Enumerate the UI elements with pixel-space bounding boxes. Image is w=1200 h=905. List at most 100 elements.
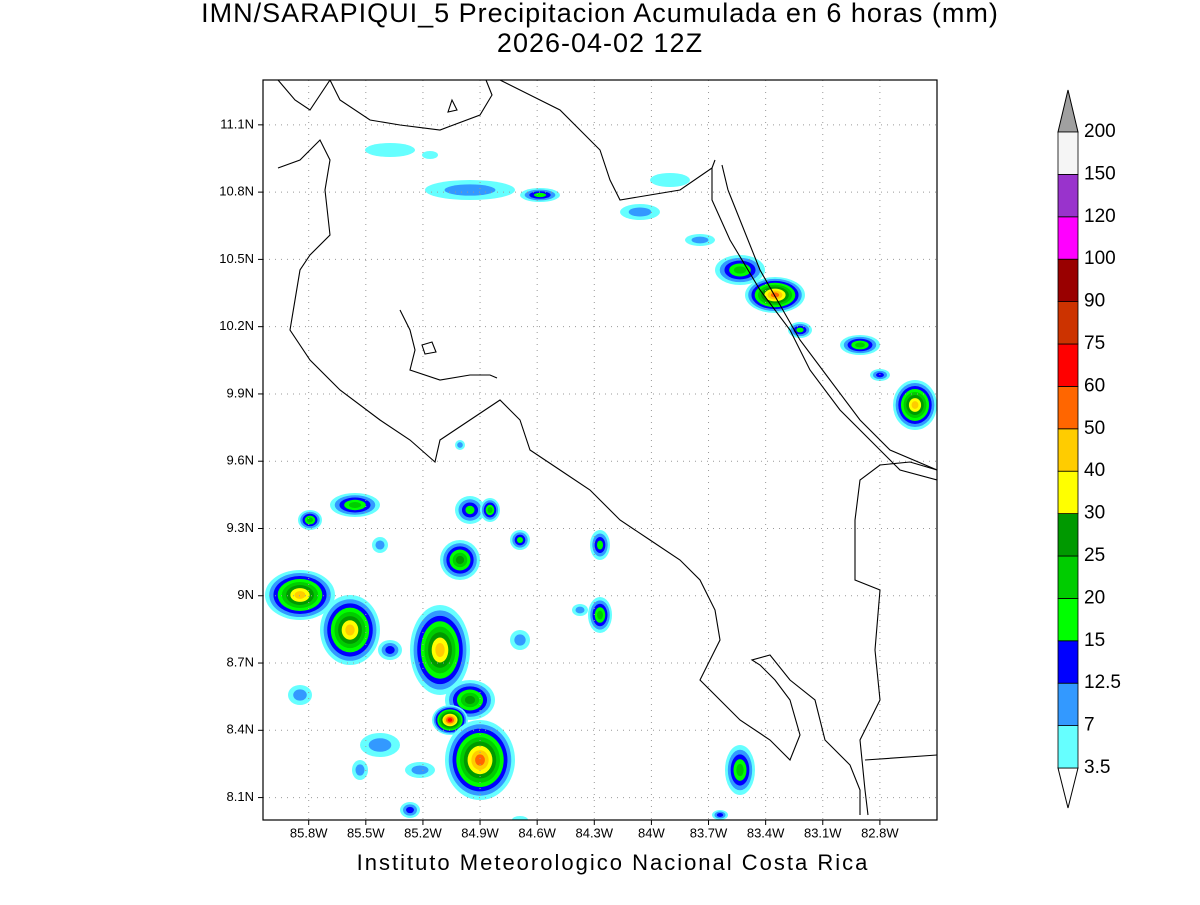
- coastlines: [277, 80, 937, 816]
- lon-tick-label: 85.8W: [290, 825, 328, 840]
- precip-area: [533, 192, 547, 198]
- precip-area: [444, 184, 496, 196]
- border: [727, 189, 937, 471]
- precip-area: [368, 738, 392, 752]
- precip-area: [447, 718, 453, 722]
- colorbar-label: 90: [1084, 291, 1105, 312]
- colorbar-label: 50: [1084, 418, 1105, 439]
- lat-tick-label: 9.6N: [227, 453, 254, 468]
- colorbar-label: 200: [1084, 121, 1116, 142]
- lat-tick-label: 11.1N: [220, 116, 254, 131]
- colorbar-bin: [1057, 598, 1079, 642]
- colorbar-label: 120: [1084, 206, 1116, 227]
- precip-area: [422, 151, 438, 159]
- grid: [263, 80, 937, 820]
- colorbar-bin: [1057, 343, 1079, 387]
- footer: Instituto Meteorologico Nacional Costa R…: [357, 850, 870, 875]
- colorbar-bin: [1057, 470, 1079, 515]
- precip-area: [736, 763, 744, 777]
- coastline: [854, 461, 937, 816]
- island: [447, 98, 458, 113]
- lon-tick-label: 84W: [638, 825, 665, 840]
- colorbar-bin: [1057, 301, 1079, 345]
- lake-nicaragua: [329, 80, 493, 131]
- precip-area: [597, 610, 603, 620]
- precip-area: [512, 816, 528, 820]
- lon-tick-label: 82.8W: [861, 825, 899, 840]
- precip-area: [355, 764, 365, 776]
- colorbar-bin: [1057, 725, 1079, 769]
- colorbar-bin: [1057, 173, 1079, 218]
- lat-tick-label: 8.7N: [227, 654, 254, 669]
- precip-area: [435, 642, 445, 658]
- lat-tick-label: 10.2N: [219, 318, 254, 333]
- lon-tick-label: 84.9W: [461, 825, 499, 840]
- colorbar-label: 75: [1084, 333, 1105, 354]
- lon-tick-label: 84.3W: [575, 825, 613, 840]
- precip-area: [596, 540, 604, 550]
- coastline: [277, 139, 861, 815]
- lat-tick-label: 8.1N: [227, 789, 254, 804]
- precip-area: [516, 536, 524, 544]
- precip-area: [733, 266, 747, 274]
- lon-tick-label: 85.5W: [347, 825, 385, 840]
- colorbar-label: 25: [1084, 545, 1105, 566]
- colorbar-label: 20: [1084, 587, 1105, 608]
- precip-area: [294, 591, 306, 599]
- colorbar: 3.5 7 12.5 15 20 25 30 40 50 60 75 90 100 120 150 200: [1057, 89, 1121, 809]
- lon-tick-label: 83.1W: [804, 825, 842, 840]
- precip-area: [307, 517, 313, 523]
- colorbar-label: 3.5: [1084, 757, 1110, 778]
- precip-area: [628, 207, 652, 217]
- precip-area: [406, 806, 414, 814]
- lon-tick-label: 85.2W: [404, 825, 442, 840]
- colorbar-bin: [1057, 428, 1079, 472]
- colorbar-bin: [1057, 385, 1079, 430]
- colorbar-label: 40: [1084, 460, 1105, 481]
- lat-tick-label: 9.3N: [227, 520, 254, 535]
- map-frame: [262, 79, 938, 821]
- colorbar-label: 30: [1084, 503, 1105, 524]
- title: IMN/SARAPIQUI_5 Precipitacion Acumulada …: [201, 0, 999, 28]
- lon-tick-label: 83.7W: [690, 825, 728, 840]
- colorbar-over: [1057, 89, 1079, 133]
- island: [421, 341, 437, 355]
- precip-area: [411, 765, 429, 775]
- precip-area: [365, 143, 415, 157]
- coastline: [711, 168, 937, 481]
- precip-area: [575, 606, 585, 614]
- precip-area: [375, 540, 385, 550]
- precip-area: [348, 502, 362, 508]
- colorbar-label: 100: [1084, 248, 1116, 269]
- coastline: [499, 80, 729, 201]
- precipitation: [265, 143, 937, 820]
- precip-area: [293, 689, 307, 701]
- colorbar-label: 150: [1084, 163, 1116, 184]
- colorbar-bin: [1057, 682, 1079, 727]
- precip-area: [385, 646, 395, 654]
- precip-area: [345, 624, 355, 636]
- colorbar-label: 60: [1084, 375, 1105, 396]
- precip-area: [650, 173, 690, 187]
- colorbar-bin: [1057, 216, 1079, 260]
- coastline: [277, 80, 331, 111]
- colorbar-bin: [1057, 513, 1079, 557]
- lon-tick-label: 83.4W: [747, 825, 785, 840]
- colorbar-bin: [1057, 258, 1079, 303]
- lon-tick-label: 84.6W: [518, 825, 556, 840]
- colorbar-bin: [1057, 640, 1079, 684]
- precip-area: [465, 505, 475, 515]
- precip-area: [457, 442, 463, 448]
- colorbar-bin: [1057, 131, 1079, 175]
- lat-tick-label: 9.9N: [227, 385, 254, 400]
- colorbar-under: [1057, 767, 1079, 809]
- gulf-nicoya: [399, 309, 498, 381]
- colorbar-label: 15: [1084, 630, 1105, 651]
- colorbar-label: 12.5: [1084, 672, 1121, 693]
- colorbar-bin: [1057, 555, 1079, 599]
- precip-area: [487, 507, 493, 513]
- precip-area: [464, 695, 476, 705]
